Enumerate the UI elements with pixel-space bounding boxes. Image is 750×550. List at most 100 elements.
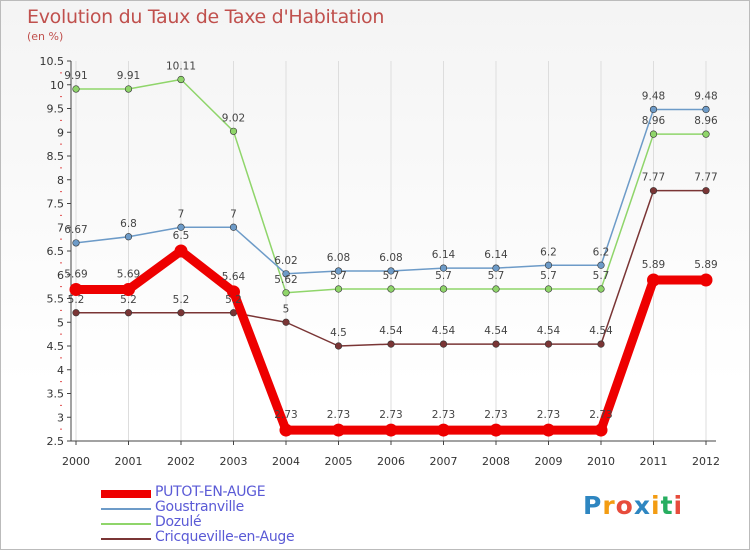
y-tick-label: 9 bbox=[57, 126, 64, 139]
data-point bbox=[124, 85, 133, 93]
data-label: 10.11 bbox=[166, 61, 196, 73]
legend-swatch bbox=[101, 538, 151, 540]
logo-letter: i bbox=[673, 491, 684, 520]
data-point bbox=[492, 285, 500, 293]
data-point bbox=[439, 285, 448, 293]
legend-swatch bbox=[101, 490, 151, 498]
x-tick-label: 2000 bbox=[62, 455, 90, 468]
logo-letter: x bbox=[633, 491, 651, 520]
data-point bbox=[597, 285, 605, 293]
data-point bbox=[282, 318, 290, 326]
data-point bbox=[122, 282, 135, 296]
data-label: 4.54 bbox=[537, 325, 561, 337]
data-point bbox=[492, 264, 500, 272]
data-label: 2.73 bbox=[484, 409, 507, 421]
x-tick-label: 2009 bbox=[535, 455, 563, 468]
legend-item-dozule: Dozulé bbox=[101, 514, 341, 531]
x-tick-label: 2007 bbox=[430, 455, 458, 468]
data-point bbox=[597, 340, 605, 348]
data-label: 5.7 bbox=[383, 270, 400, 282]
data-label: 9.91 bbox=[64, 70, 87, 82]
legend-label: PUTOT-EN-AUGE bbox=[155, 484, 266, 500]
data-label: 6.14 bbox=[484, 249, 508, 261]
data-label: 5.89 bbox=[694, 259, 717, 271]
y-tick-label: 4 bbox=[57, 364, 64, 377]
logo-letter: P bbox=[583, 491, 603, 520]
data-point bbox=[594, 423, 608, 437]
y-tick-label: 6 bbox=[57, 269, 64, 282]
data-point bbox=[702, 187, 710, 195]
logo-letter: r bbox=[602, 491, 616, 520]
data-label: 2.73 bbox=[589, 409, 612, 421]
data-point bbox=[544, 340, 553, 348]
data-label: 2.73 bbox=[274, 409, 297, 421]
proxiti-logo: Proxiti bbox=[583, 491, 683, 520]
data-point bbox=[702, 130, 710, 138]
data-point bbox=[229, 223, 238, 231]
data-point bbox=[544, 261, 553, 269]
data-label: 6.2 bbox=[593, 246, 610, 258]
data-label: 5.7 bbox=[330, 270, 347, 282]
data-label: 6.08 bbox=[327, 252, 350, 264]
data-point bbox=[437, 423, 450, 437]
x-tick-label: 2011 bbox=[640, 455, 668, 468]
x-tick-label: 2006 bbox=[377, 455, 405, 468]
data-label: 5.2 bbox=[120, 294, 137, 306]
data-label: 5.7 bbox=[593, 270, 610, 282]
data-point bbox=[72, 239, 80, 247]
data-label: 6.14 bbox=[432, 249, 456, 261]
y-tick-label: 4.5 bbox=[47, 340, 65, 353]
data-label: 2.73 bbox=[379, 409, 402, 421]
legend-swatch bbox=[101, 523, 151, 525]
data-label: 5.7 bbox=[488, 270, 505, 282]
data-label: 5.7 bbox=[540, 270, 557, 282]
data-label: 5.64 bbox=[222, 271, 246, 283]
data-label: 9.91 bbox=[117, 70, 140, 82]
data-point bbox=[387, 267, 395, 275]
chart-title: Evolution du Taux de Taxe d'Habitation bbox=[27, 6, 385, 28]
data-point bbox=[384, 423, 398, 437]
data-label: 7 bbox=[178, 208, 185, 220]
y-tick-label: 7.5 bbox=[47, 198, 65, 211]
data-label: 7.77 bbox=[694, 172, 717, 184]
data-point bbox=[544, 285, 553, 293]
data-point bbox=[227, 285, 240, 299]
chart-unit: (en %) bbox=[27, 30, 64, 43]
y-tick-label: 3 bbox=[57, 411, 64, 424]
x-tick-label: 2005 bbox=[325, 455, 353, 468]
y-tick-label: 9.5 bbox=[47, 103, 65, 116]
x-tick-label: 2008 bbox=[482, 455, 510, 468]
data-point bbox=[282, 289, 290, 297]
data-point bbox=[334, 267, 343, 275]
legend-label: Dozulé bbox=[155, 514, 202, 530]
legend-item-goustranville: Goustranville bbox=[101, 499, 341, 516]
y-tick-label: 5 bbox=[57, 316, 64, 329]
data-point bbox=[542, 423, 555, 437]
x-tick-label: 2004 bbox=[272, 455, 300, 468]
data-point bbox=[649, 130, 658, 138]
data-point bbox=[177, 75, 185, 84]
data-label: 4.54 bbox=[432, 325, 456, 337]
data-label: 2.73 bbox=[327, 409, 350, 421]
data-label: 6.67 bbox=[64, 224, 87, 236]
data-point bbox=[439, 264, 448, 272]
data-point bbox=[489, 423, 503, 437]
data-label: 6.02 bbox=[274, 255, 297, 267]
data-point bbox=[69, 282, 83, 296]
data-label: 5 bbox=[283, 303, 290, 315]
legend-item-cricqueville: Cricqueville-en-Auge bbox=[101, 529, 341, 546]
x-tick-label: 2012 bbox=[692, 455, 720, 468]
data-point bbox=[229, 127, 238, 135]
data-point bbox=[124, 309, 133, 317]
data-label: 4.54 bbox=[379, 325, 403, 337]
data-label: 2.73 bbox=[537, 409, 560, 421]
legend-label: Goustranville bbox=[155, 499, 244, 515]
data-label: 5.7 bbox=[435, 270, 452, 282]
data-point bbox=[334, 342, 343, 350]
data-label: 4.5 bbox=[330, 327, 347, 339]
data-label: 6.8 bbox=[120, 218, 137, 230]
data-point bbox=[332, 423, 345, 437]
data-point bbox=[282, 270, 290, 278]
